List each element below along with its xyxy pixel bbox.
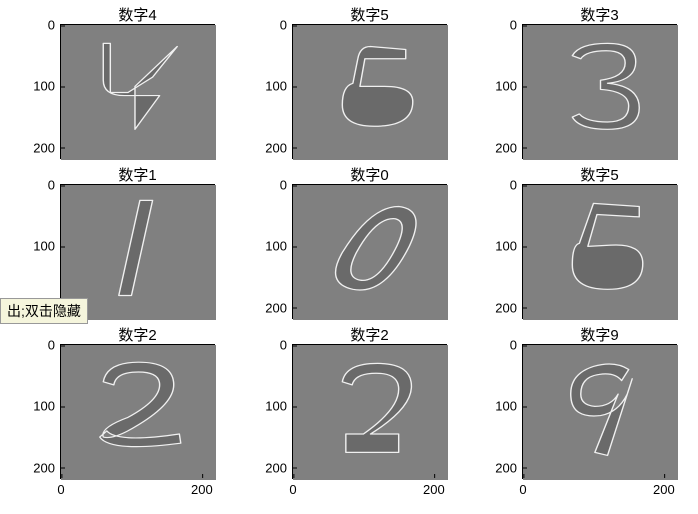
- subplot-2-1: 数字201002000200: [292, 344, 447, 479]
- subplot-title: 数字2: [292, 324, 447, 345]
- subplot-2-0: 数字201002000200: [60, 344, 215, 479]
- plot-area: 0100200: [292, 24, 447, 159]
- ytick-label: 100: [265, 239, 293, 254]
- jupyter-cell-tooltip: 出;双击隐藏: [0, 298, 88, 324]
- ytick-label: 0: [48, 338, 61, 353]
- ytick-label: 0: [510, 178, 523, 193]
- ytick-label: 100: [33, 399, 61, 414]
- xtick-label: 200: [423, 478, 445, 497]
- subplot-0-2: 数字30100200: [522, 24, 677, 159]
- ytick-label: 200: [33, 140, 61, 155]
- ytick-label: 0: [280, 338, 293, 353]
- plot-area: 0100200: [292, 184, 447, 319]
- ytick-label: 100: [265, 79, 293, 94]
- subplot-1-2: 数字50100200: [522, 184, 677, 319]
- ytick-label: 200: [495, 140, 523, 155]
- ytick-label: 200: [265, 460, 293, 475]
- plot-area: 0100200: [522, 184, 677, 319]
- subplot-title: 数字5: [292, 4, 447, 25]
- subplot-1-1: 数字00100200: [292, 184, 447, 319]
- xtick-label: 0: [289, 478, 296, 497]
- digit-image: [293, 185, 448, 320]
- xtick-label: 200: [653, 478, 675, 497]
- ytick-label: 100: [265, 399, 293, 414]
- ytick-label: 0: [48, 18, 61, 33]
- plot-area: 0100200: [60, 24, 215, 159]
- ytick-label: 200: [33, 460, 61, 475]
- xtick-label: 200: [191, 478, 213, 497]
- ytick-label: 100: [33, 79, 61, 94]
- ytick-label: 100: [33, 239, 61, 254]
- subplot-title: 数字2: [60, 324, 215, 345]
- ytick-label: 0: [48, 178, 61, 193]
- ytick-label: 0: [510, 338, 523, 353]
- xtick-label: 0: [57, 478, 64, 497]
- ytick-label: 200: [495, 300, 523, 315]
- digit-image: [61, 345, 216, 480]
- ytick-label: 200: [495, 460, 523, 475]
- ytick-label: 0: [280, 178, 293, 193]
- ytick-label: 100: [495, 399, 523, 414]
- plot-area: 01002000200: [292, 344, 447, 479]
- digit-image: [523, 25, 678, 160]
- digit-image: [61, 25, 216, 160]
- digit-image: [293, 25, 448, 160]
- ytick-label: 200: [265, 140, 293, 155]
- xtick-label: 0: [519, 478, 526, 497]
- subplot-0-1: 数字50100200: [292, 24, 447, 159]
- plot-area: 01002000200: [60, 344, 215, 479]
- ytick-label: 200: [265, 300, 293, 315]
- subplot-title: 数字4: [60, 4, 215, 25]
- mnist-grid-figure: 数字40100200数字50100200数字30100200数字10100200…: [0, 0, 698, 514]
- subplot-title: 数字9: [522, 324, 677, 345]
- ytick-label: 0: [280, 18, 293, 33]
- digit-image: [293, 345, 448, 480]
- ytick-label: 100: [495, 79, 523, 94]
- ytick-label: 0: [510, 18, 523, 33]
- digit-image: [523, 185, 678, 320]
- subplot-0-0: 数字40100200: [60, 24, 215, 159]
- plot-area: 0100200: [522, 24, 677, 159]
- subplot-title: 数字0: [292, 164, 447, 185]
- digit-image: [523, 345, 678, 480]
- subplot-title: 数字3: [522, 4, 677, 25]
- plot-area: 01002000200: [522, 344, 677, 479]
- ytick-label: 100: [495, 239, 523, 254]
- subplot-title: 数字1: [60, 164, 215, 185]
- subplot-title: 数字5: [522, 164, 677, 185]
- subplot-2-2: 数字901002000200: [522, 344, 677, 479]
